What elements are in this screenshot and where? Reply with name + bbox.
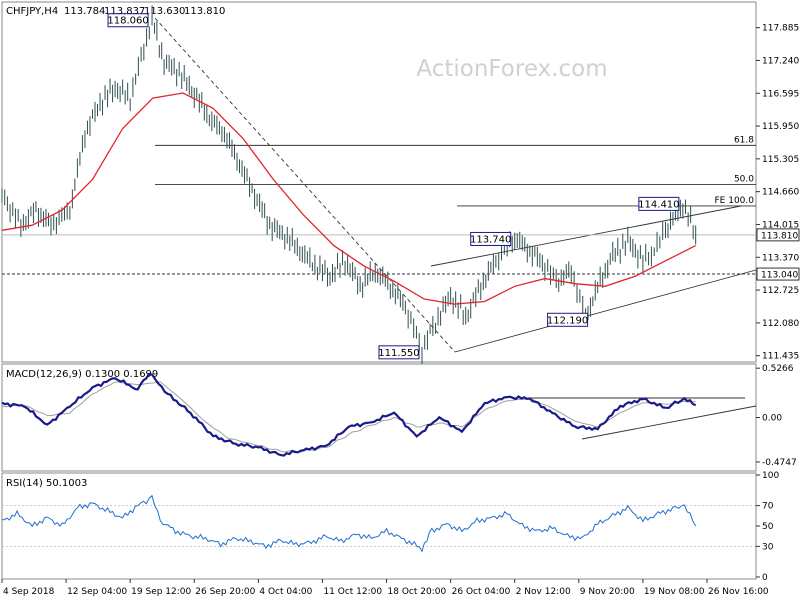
rsi-label: RSI(14) 50.1003 [6,478,87,489]
rsi-tick-label: 0 [762,573,768,583]
macd-support-line [581,405,757,440]
x-tick-label: 26 Oct 04:00 [452,587,511,597]
price-tick-label: 111.435 [762,352,799,362]
x-tick-label: 9 Nov 20:00 [580,587,635,597]
x-tick-label: 19 Sep 12:00 [131,587,191,597]
rsi-layer [1,494,756,553]
fib-label: 61.8 [734,135,754,145]
label-layer: 118.060 111.550 113.740 112.190 114.410 [107,13,680,360]
channel-upper-line [430,205,742,267]
price-header-symbol: CHFJPY,H4 [6,6,58,17]
fib-label: FE 100.0 [715,196,755,206]
annotation-box [470,231,512,246]
rsi-panel-frame [1,472,757,580]
rsi-tick-label: 100 [762,471,779,481]
price-tick-label: 112.725 [762,286,799,296]
price-header-close: 113.810 [184,6,225,17]
annotation-label: 118.060 [107,16,148,27]
macd-tick-label: 0.00 [762,414,782,424]
price-tick-label: 115.305 [762,155,799,165]
macd-layer [1,372,697,457]
x-tick-label: 19 Nov 08:00 [644,587,705,597]
current-price-label: 113.810 [761,231,798,241]
price-header-high: 113.837 [104,6,145,17]
support-price-box [756,267,800,281]
axis-layer: 117.885 117.240 116.595 115.950 115.305 114.6… [1,24,800,597]
x-tick-label: 26 Nov 16:00 [708,587,769,597]
x-tick-label: 2 Nov 12:00 [516,587,571,597]
fib-diagonal-line [154,17,456,353]
annotation-box [107,13,149,28]
x-tick-label: 4 Oct 04:00 [259,587,312,597]
price-tick-label: 117.885 [762,24,799,34]
annotation-box [638,196,680,211]
price-header-low: 113.630 [144,6,185,17]
annotation-label: 114.410 [638,199,679,210]
price-tick-label: 112.080 [762,319,799,329]
macd-label: MACD(12,26,9) 0.1300 0.1699 [6,369,158,380]
annotation-label: 112.190 [547,315,588,326]
price-tick-label: 113.370 [762,253,799,263]
price-tick-label: 117.240 [762,56,799,66]
price-layer: 61.8 50.0 FE 100.0 [1,5,756,364]
macd-tick-label: 0.5266 [762,364,794,374]
x-tick-label: 4 Sep 2018 [3,587,55,597]
channel-lower-line [454,269,757,353]
rsi-line [1,494,697,553]
rsi-tick-label: 70 [762,502,774,512]
price-tick-label: 114.660 [762,188,799,198]
price-panel-frame [1,1,757,363]
price-bars [1,5,697,364]
rsi-tick-label: 30 [762,542,774,552]
ema-line [1,92,696,305]
price-header-open: 113.784 [64,6,105,17]
price-tick-label: 115.950 [762,122,799,132]
fib-label: 50.0 [734,175,754,185]
price-tick-label: 116.595 [762,89,799,99]
x-tick-label: 12 Sep 04:00 [67,587,127,597]
macd-line [1,372,697,457]
x-tick-label: 18 Oct 20:00 [388,587,447,597]
annotation-box [547,312,589,327]
macd-panel-frame [1,363,757,472]
support-price-label: 113.040 [761,271,798,281]
trend-lines [154,17,757,440]
macd-tick-label: -0.4747 [762,458,797,468]
x-tick-label: 11 Oct 12:00 [323,587,382,597]
annotation-label: 111.550 [378,348,419,359]
x-tick-label: 26 Sep 20:00 [195,587,255,597]
watermark: ActionForex.com [416,56,607,82]
macd-signal-line [1,381,696,453]
price-tick-label: 114.015 [762,220,799,230]
current-price-box [756,228,800,242]
annotation-box [378,345,420,360]
annotation-label: 113.740 [470,234,511,245]
rsi-tick-label: 50 [762,522,774,532]
